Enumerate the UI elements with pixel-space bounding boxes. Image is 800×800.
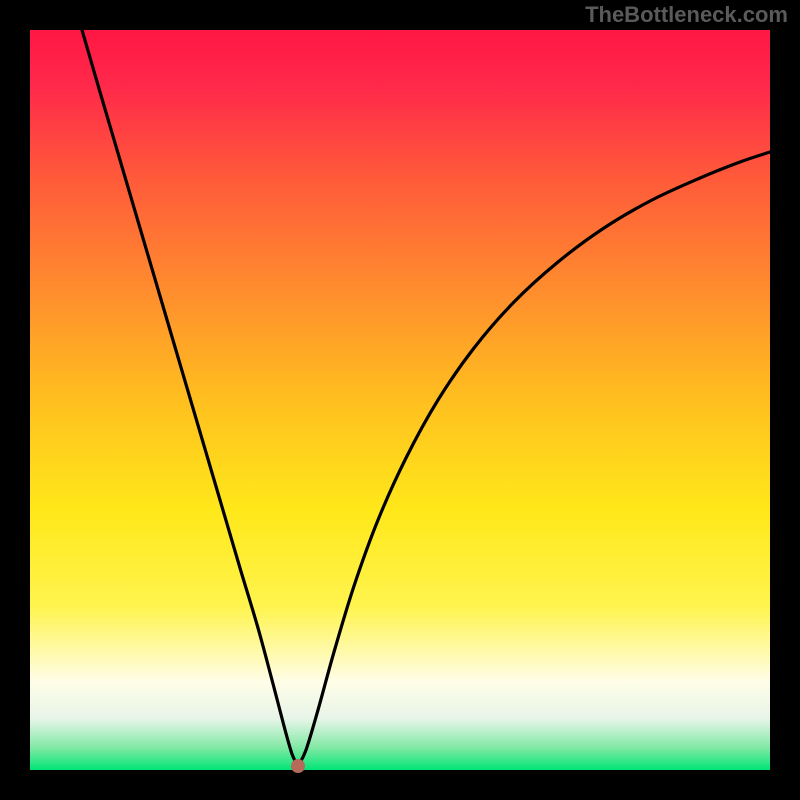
bottleneck-curve (82, 30, 770, 766)
gradient-background (30, 30, 770, 770)
chart-svg (0, 0, 800, 800)
chart-container: TheBottleneck.com (0, 0, 800, 800)
minimum-marker (291, 759, 305, 773)
watermark-text: TheBottleneck.com (585, 2, 788, 28)
